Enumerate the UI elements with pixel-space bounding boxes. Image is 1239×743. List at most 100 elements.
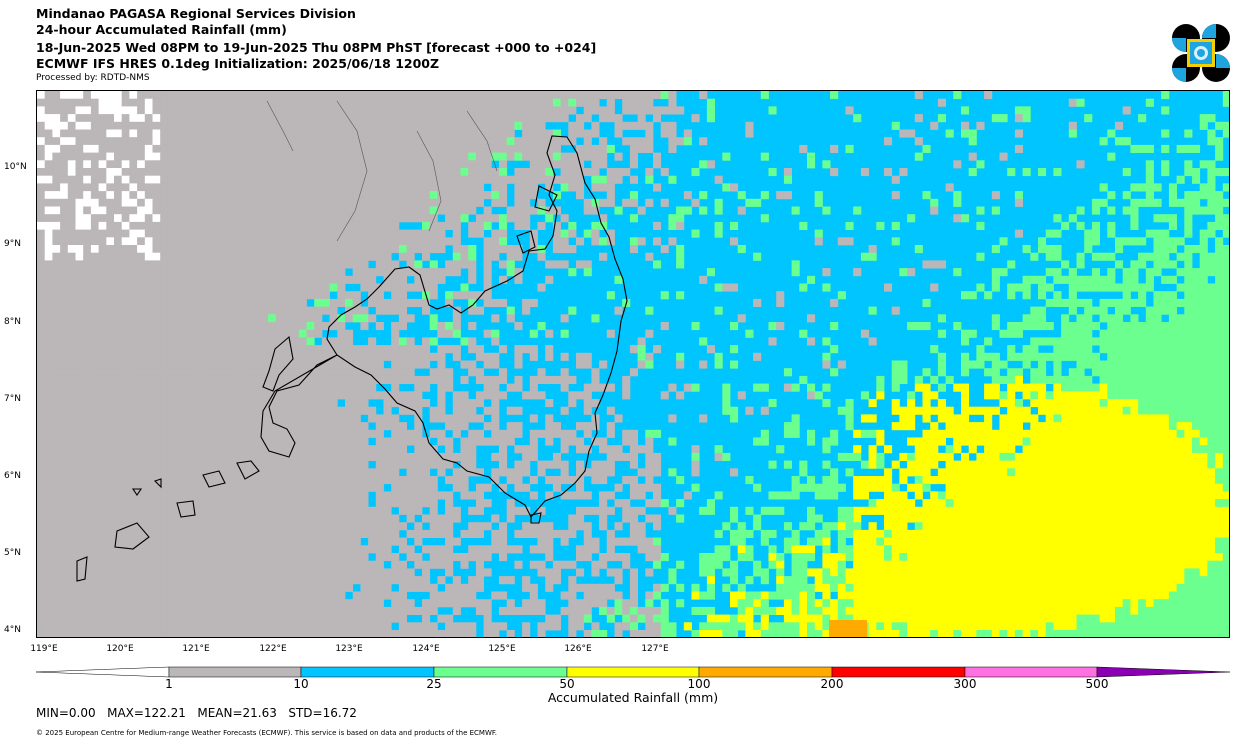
rain-cell — [37, 129, 46, 138]
rain-cell — [44, 406, 53, 415]
rain-cell — [291, 229, 300, 238]
rain-cell — [137, 114, 146, 123]
rain-cell — [560, 245, 569, 254]
rain-cell — [183, 391, 192, 400]
rain-cell — [629, 445, 638, 454]
rain-cell — [1192, 429, 1201, 438]
rain-cell — [283, 275, 292, 284]
rain-cell — [298, 391, 307, 400]
rain-cell — [545, 352, 554, 361]
rain-cell — [1107, 337, 1116, 346]
rain-cell — [984, 483, 993, 492]
rain-cell — [167, 237, 176, 246]
rain-cell — [468, 298, 477, 307]
rain-cell — [1207, 460, 1216, 469]
rain-cell — [1084, 468, 1093, 477]
rain-cell — [337, 375, 346, 384]
rain-cell — [668, 144, 677, 153]
rain-cell — [1130, 260, 1139, 269]
rain-cell — [606, 191, 615, 200]
rain-cell — [67, 460, 76, 469]
rain-cell — [460, 476, 469, 485]
rain-cell — [976, 406, 985, 415]
rain-cell — [445, 183, 454, 192]
rain-cell — [1207, 468, 1216, 477]
rain-cell — [283, 345, 292, 354]
rain-cell — [314, 191, 323, 200]
rain-cell — [445, 375, 454, 384]
rain-cell — [414, 144, 423, 153]
rain-cell — [275, 291, 284, 300]
rain-cell — [891, 406, 900, 415]
rain-cell — [1076, 322, 1085, 331]
rain-cell — [460, 406, 469, 415]
rain-cell — [237, 360, 246, 369]
rain-cell — [514, 429, 523, 438]
rain-cell — [291, 168, 300, 177]
rain-cell — [552, 476, 561, 485]
rain-cell — [360, 306, 369, 315]
rain-cell — [67, 452, 76, 461]
rain-cell — [368, 129, 377, 138]
rain-cell — [437, 245, 446, 254]
rain-cell — [83, 229, 92, 238]
rain-cell — [745, 476, 754, 485]
rain-cell — [560, 98, 569, 107]
rain-cell — [922, 452, 931, 461]
rain-cell — [60, 429, 69, 438]
rain-cell — [352, 129, 361, 138]
rain-cell — [1068, 214, 1077, 223]
rain-cell — [298, 460, 307, 469]
rain-cell — [37, 275, 46, 284]
rain-cell — [868, 306, 877, 315]
rain-cell — [368, 121, 377, 130]
rain-cell — [907, 468, 916, 477]
rain-cell — [368, 114, 377, 123]
rain-cell — [306, 422, 315, 431]
rain-cell — [191, 298, 200, 307]
rain-cell — [106, 422, 115, 431]
rain-cell — [291, 437, 300, 446]
rain-cell — [1161, 406, 1170, 415]
rain-cell — [522, 483, 531, 492]
rain-cell — [398, 144, 407, 153]
rain-cell — [183, 429, 192, 438]
rain-cell — [244, 275, 253, 284]
rain-cell — [206, 360, 215, 369]
rain-cell — [244, 329, 253, 338]
rain-cell — [1145, 314, 1154, 323]
rain-cell — [1084, 483, 1093, 492]
rain-cell — [329, 175, 338, 184]
rain-cell — [984, 383, 993, 392]
rain-cell — [83, 283, 92, 292]
rain-cell — [60, 275, 69, 284]
rain-cell — [144, 406, 153, 415]
rain-cell — [1014, 383, 1023, 392]
rain-cell — [306, 91, 315, 100]
rain-cell — [291, 491, 300, 500]
rain-cell — [599, 114, 608, 123]
rain-cell — [83, 206, 92, 215]
rain-cell — [183, 352, 192, 361]
rain-cell — [121, 437, 130, 446]
rain-cell — [152, 229, 161, 238]
rain-cell — [1038, 406, 1047, 415]
rain-cell — [167, 314, 176, 323]
rain-cell — [529, 129, 538, 138]
rain-cell — [445, 168, 454, 177]
rain-cell — [914, 406, 923, 415]
rain-cell — [568, 129, 577, 138]
rain-cell — [44, 314, 53, 323]
rain-cell — [352, 152, 361, 161]
rain-cell — [321, 106, 330, 115]
rain-cell — [321, 91, 330, 100]
rain-cell — [398, 422, 407, 431]
rain-cell — [191, 383, 200, 392]
rain-cell — [175, 476, 184, 485]
rain-cell — [321, 144, 330, 153]
rain-cell — [783, 422, 792, 431]
rain-cell — [345, 391, 354, 400]
rain-cell — [645, 121, 654, 130]
rain-cell — [1176, 414, 1185, 423]
rain-cell — [129, 476, 138, 485]
